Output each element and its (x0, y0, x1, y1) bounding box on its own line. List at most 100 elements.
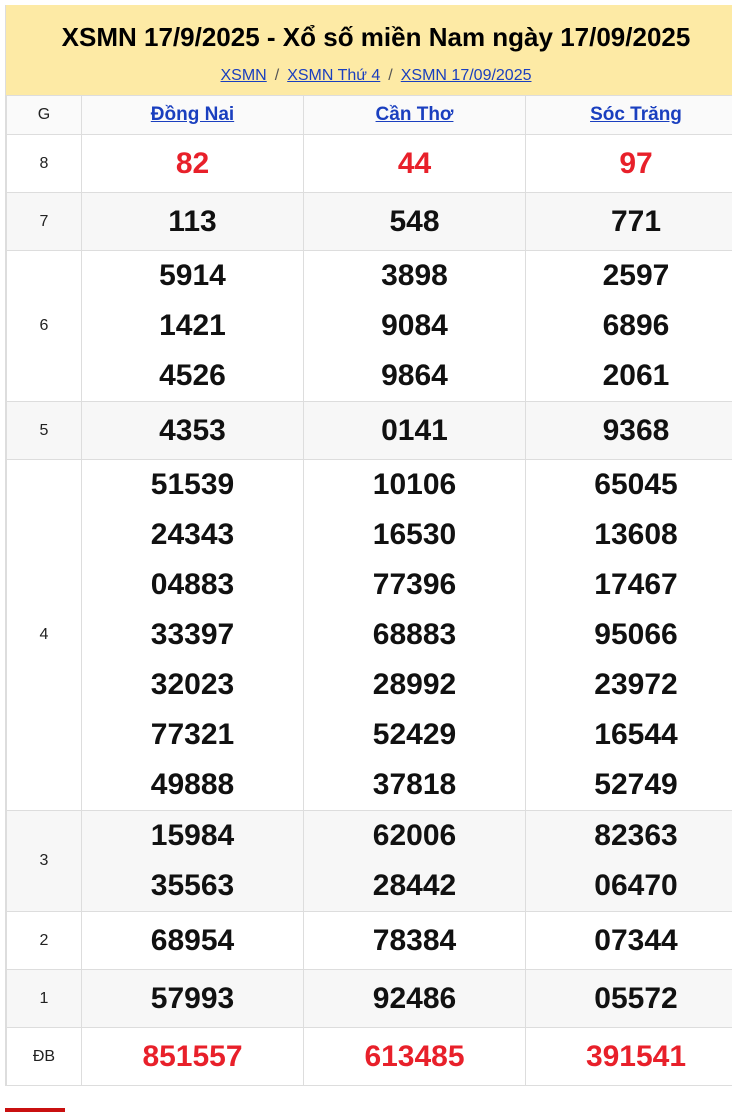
province-link[interactable]: Đồng Nai (150, 104, 235, 125)
result-number: 1421 (159, 309, 226, 342)
result-number: 52429 (372, 718, 457, 751)
result-number: 10106 (372, 468, 457, 501)
result-number: 391541 (585, 1039, 687, 1073)
result-number: 82363 (594, 819, 678, 852)
table-row: 6 5914 1421 4526 3898 9084 9864 2597 6896 2061 (6, 250, 732, 402)
result-number: 16544 (594, 718, 678, 751)
result-cell: 51539 24343 04883 33397 32023 77321 49888 (81, 459, 304, 811)
result-number: 13608 (594, 518, 678, 551)
prize-label: 3 (6, 810, 82, 912)
province-link[interactable]: Cần Thơ (375, 104, 454, 125)
page-header: XSMN 17/9/2025 - Xổ số miền Nam ngày 17/… (6, 5, 732, 95)
result-number: 9864 (381, 359, 448, 392)
result-cell: 851557 (81, 1027, 304, 1086)
result-cell: 82 (81, 134, 304, 193)
result-number: 3898 (381, 259, 448, 292)
prize-label: 8 (6, 134, 82, 193)
result-number: 0141 (381, 413, 448, 447)
breadcrumb-separator: / (388, 67, 393, 84)
prize-label: ĐB (6, 1027, 82, 1086)
result-number: 28442 (372, 869, 457, 902)
table-row: 2 68954 78384 07344 (6, 911, 732, 970)
result-number: 51539 (150, 468, 235, 501)
result-number: 851557 (142, 1039, 243, 1073)
result-cell: 05572 (525, 969, 732, 1028)
result-number: 62006 (372, 819, 457, 852)
result-number: 9084 (381, 309, 448, 342)
result-number: 52749 (594, 768, 678, 801)
result-number: 49888 (150, 768, 235, 801)
province-link[interactable]: Sóc Trăng (590, 104, 682, 125)
result-number: 77396 (372, 568, 457, 601)
table-header: G Đồng Nai Cần Thơ Sóc Trăng (6, 95, 732, 135)
result-number: 17467 (594, 568, 678, 601)
column-province: Sóc Trăng (525, 95, 732, 135)
result-number: 04883 (150, 568, 235, 601)
result-number: 68883 (372, 618, 457, 651)
result-cell: 15984 35563 (81, 810, 304, 912)
result-cell: 57993 (81, 969, 304, 1028)
result-cell: 3898 9084 9864 (303, 250, 526, 402)
result-number: 24343 (150, 518, 235, 551)
result-cell: 113 (81, 192, 304, 251)
result-number: 5914 (159, 259, 226, 292)
result-number: 4353 (159, 413, 226, 447)
breadcrumb-xsmn-date[interactable]: XSMN 17/09/2025 (400, 67, 532, 84)
result-number: 6896 (602, 309, 670, 342)
result-number: 65045 (594, 468, 678, 501)
breadcrumb: XSMN / XSMN Thứ 4 / XSMN 17/09/2025 (6, 67, 732, 85)
result-cell: 771 (525, 192, 732, 251)
result-cell: 4353 (81, 401, 304, 460)
result-number: 95066 (594, 618, 678, 651)
column-province: Đồng Nai (81, 95, 304, 135)
result-number: 613485 (364, 1039, 465, 1073)
result-number: 15984 (150, 819, 235, 852)
result-number: 05572 (594, 981, 678, 1015)
result-number: 35563 (150, 869, 235, 902)
result-number: 33397 (150, 618, 235, 651)
page-title: XSMN 17/9/2025 - Xổ số miền Nam ngày 17/… (61, 22, 691, 52)
result-number: 82 (175, 146, 210, 180)
result-number: 2061 (602, 359, 670, 392)
result-cell: 07344 (525, 911, 732, 970)
result-number: 44 (397, 146, 432, 180)
breadcrumb-xsmn-thu-4[interactable]: XSMN Thứ 4 (287, 67, 381, 84)
table-row: 5 4353 0141 9368 (6, 401, 732, 460)
result-number: 771 (610, 204, 662, 238)
result-cell: 78384 (303, 911, 526, 970)
result-number: 57993 (150, 981, 235, 1015)
breadcrumb-separator: / (274, 67, 280, 84)
breadcrumb-xsmn[interactable]: XSMN (220, 67, 267, 84)
result-number: 2597 (602, 259, 670, 292)
bottom-tab-indicator (5, 1108, 65, 1112)
result-cell: 2597 6896 2061 (525, 250, 732, 402)
result-cell: 548 (303, 192, 526, 251)
prize-label: 7 (6, 192, 82, 251)
result-cell: 97 (525, 134, 732, 193)
result-number: 97 (619, 146, 653, 180)
result-number: 07344 (594, 923, 678, 957)
result-number: 06470 (594, 869, 678, 902)
result-cell: 92486 (303, 969, 526, 1028)
column-province: Cần Thơ (303, 95, 526, 135)
result-number: 68954 (150, 923, 235, 957)
table-row: 7 113 548 771 (6, 192, 732, 251)
result-number: 28992 (372, 668, 457, 701)
result-number: 4526 (159, 359, 226, 392)
result-cell: 9368 (525, 401, 732, 460)
table-row: 4 51539 24343 04883 33397 32023 77321 49888 1010… (6, 459, 732, 811)
result-number: 78384 (372, 923, 457, 957)
result-number: 9368 (602, 413, 670, 447)
prize-label: 1 (6, 969, 82, 1028)
result-cell: 44 (303, 134, 526, 193)
result-number: 113 (168, 204, 217, 238)
prize-label: 6 (6, 250, 82, 402)
result-cell: 10106 16530 77396 68883 28992 52429 37818 (303, 459, 526, 811)
result-number: 23972 (594, 668, 678, 701)
result-number: 77321 (150, 718, 235, 751)
table-row: 8 82 44 97 (6, 134, 732, 193)
result-cell: 68954 (81, 911, 304, 970)
results-panel: XSMN 17/9/2025 - Xổ số miền Nam ngày 17/… (5, 5, 732, 1086)
table-row: ĐB 851557 613485 391541 (6, 1027, 732, 1086)
prize-label: 5 (6, 401, 82, 460)
